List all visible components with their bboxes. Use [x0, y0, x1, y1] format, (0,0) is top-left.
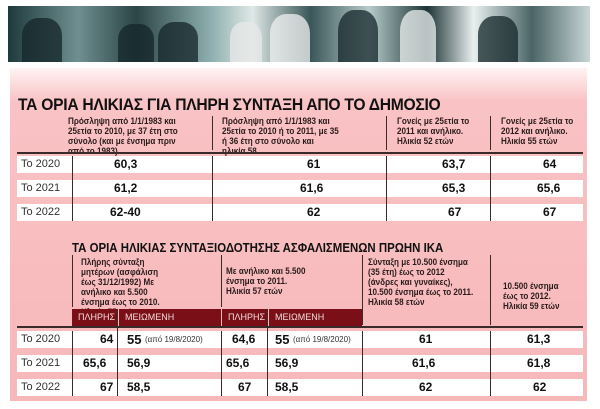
- divider: [72, 156, 73, 221]
- table1-col-header: Πρόσληψη από 1/1/1983 και 25ετία το 2010…: [68, 116, 178, 156]
- subheader-full: ΠΛΗΡΗΣ: [72, 309, 118, 326]
- divider: [17, 152, 583, 154]
- table-row: Το 2022 62-40 62 67 67: [17, 204, 583, 221]
- subheader-reduced: ΜΕΙΩΜΕΝΗ: [119, 309, 221, 326]
- subheader-reduced: ΜΕΙΩΜΕΝΗ: [269, 309, 362, 326]
- table1-col-header: Γονείς με 25ετία το 2012 και ανήλικο. Ηλ…: [501, 116, 574, 146]
- divider: [221, 255, 222, 307]
- person-figure: [158, 22, 198, 62]
- table-row: Το 2020 64 55 (από 19/8/2020) 64,6 55 (α…: [17, 331, 583, 348]
- divider: [117, 309, 118, 396]
- table1-col-header: Γονείς με 25ετία το 2011 και ανήλικο. Ηλ…: [397, 116, 470, 146]
- person-figure: [118, 24, 154, 62]
- divider: [17, 326, 583, 328]
- divider: [212, 156, 213, 221]
- divider: [72, 331, 73, 396]
- divider: [386, 156, 387, 221]
- divider: [490, 331, 491, 396]
- photo-banner: [8, 6, 590, 62]
- divider: [490, 255, 491, 325]
- divider: [362, 255, 363, 325]
- table2-col-header: Πλήρης σύνταξη μητέρων (ασφάλιση έως 31/…: [81, 257, 160, 317]
- table2-col-header: Σύνταξη με 10.500 ένσημα (35 έτη) έως το…: [368, 257, 474, 307]
- divider: [386, 116, 387, 150]
- person-figure: [400, 10, 436, 62]
- person-figure: [22, 18, 62, 62]
- divider: [212, 116, 213, 150]
- divider: [362, 331, 363, 396]
- table1-title: ΤΑ ΟΡΙΑ ΗΛΙΚΙΑΣ ΓΙΑ ΠΛΗΡΗ ΣΥΝΤΑΞΗ ΑΠΟ ΤΟ…: [18, 95, 441, 114]
- divider: [221, 331, 222, 396]
- person-figure: [338, 10, 378, 62]
- divider: [490, 156, 491, 221]
- table2-col-header: Με ανήλικο και 5.500 ένσημα το 2011. Ηλι…: [226, 266, 306, 296]
- person-figure: [270, 14, 310, 62]
- divider: [490, 116, 491, 150]
- table-row: Το 2021 65,6 56,9 65,6 56,9 61,6 61,8: [17, 355, 583, 372]
- table-row: Το 2022 67 58,5 67 58,5 62 62: [17, 379, 583, 396]
- person-figure: [230, 22, 262, 62]
- table2-col-header: 10.500 ένσημα έως το 2012. Ηλικία 59 ετώ…: [503, 281, 560, 311]
- divider: [267, 309, 268, 396]
- table1-col-header: Πρόσληψη από 1/1/1983 και 25ετία το 2010…: [222, 116, 339, 156]
- person-figure: [478, 16, 518, 62]
- subheader-full: ΠΛΗΡΗΣ: [222, 309, 268, 326]
- table2-title: ΤΑ ΟΡΙΑ ΗΛΙΚΙΑΣ ΣΥΝΤΑΞΙΟΔΟΤΗΣΗΣ ΑΣΦΑΛΙΣΜ…: [72, 240, 444, 255]
- table-row: Το 2020 60,3 61 63,7 64: [17, 156, 583, 173]
- divider: [72, 255, 73, 307]
- table-row: Το 2021 61,2 61,6 65,3 65,6: [17, 180, 583, 197]
